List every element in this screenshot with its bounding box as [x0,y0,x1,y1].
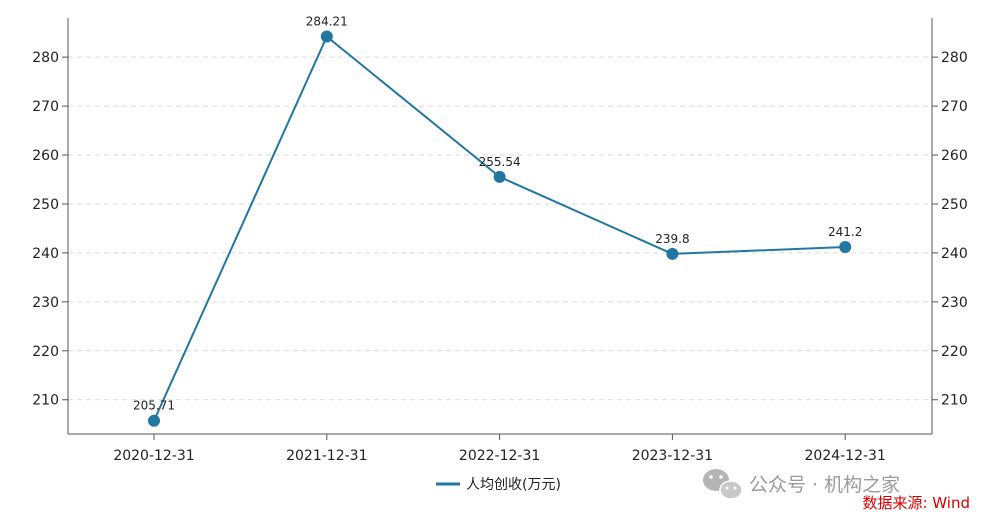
data-point [148,414,160,427]
data-labels: 205.71 284.21 255.54 239.8 241.2 [133,15,862,413]
x-tick-label: 2022-12-31 [459,448,540,464]
left-tick-label: 230 [32,295,59,311]
data-label: 255.54 [479,155,521,169]
right-tick-label: 210 [941,393,968,409]
source-note: 数据来源: Wind [862,494,970,512]
data-point [839,241,852,254]
grid-lines [68,56,932,401]
left-tick-label: 270 [32,99,59,115]
left-tick-label: 260 [32,148,59,164]
x-tick-label: 2021-12-31 [286,448,367,464]
series [148,30,852,427]
x-tick-label: 2023-12-31 [632,448,713,464]
left-tick-label: 240 [32,246,59,262]
data-point [666,247,679,260]
axes [67,18,933,435]
wechat-icon [703,469,743,500]
data-label: 284.21 [306,15,348,29]
x-tick-label: 2024-12-31 [805,448,886,464]
right-tick-label: 240 [941,246,968,262]
left-tick-label: 280 [32,50,59,66]
right-tick-label: 250 [941,197,968,213]
right-tick-label: 230 [941,295,968,311]
right-tick-label: 270 [941,99,968,115]
right-tick-label: 260 [941,148,968,164]
data-label: 239.8 [655,232,689,246]
x-tick-label: 2020-12-31 [113,448,194,464]
watermark: 公众号 · 机构之家 [703,469,900,500]
right-tick-label: 280 [941,50,968,66]
left-tick-label: 220 [32,344,59,360]
watermark-text: 公众号 · 机构之家 [749,474,900,496]
left-y-ticks: 210 220 230 240 250 260 270 280 [32,50,68,409]
left-tick-label: 210 [32,393,59,409]
legend: 人均创收(万元) [436,477,561,493]
data-label: 241.2 [828,225,862,239]
left-tick-label: 250 [32,197,59,213]
series-line [153,34,846,422]
legend-label: 人均创收(万元) [466,477,561,493]
data-point [320,30,333,43]
right-y-ticks: 210 220 230 240 250 260 270 280 [932,50,968,409]
x-ticks: 2020-12-31 2021-12-31 2022-12-31 2023-12-31… [113,434,886,464]
right-tick-label: 220 [941,344,968,360]
data-label: 205.71 [133,399,175,413]
data-point [493,170,506,183]
